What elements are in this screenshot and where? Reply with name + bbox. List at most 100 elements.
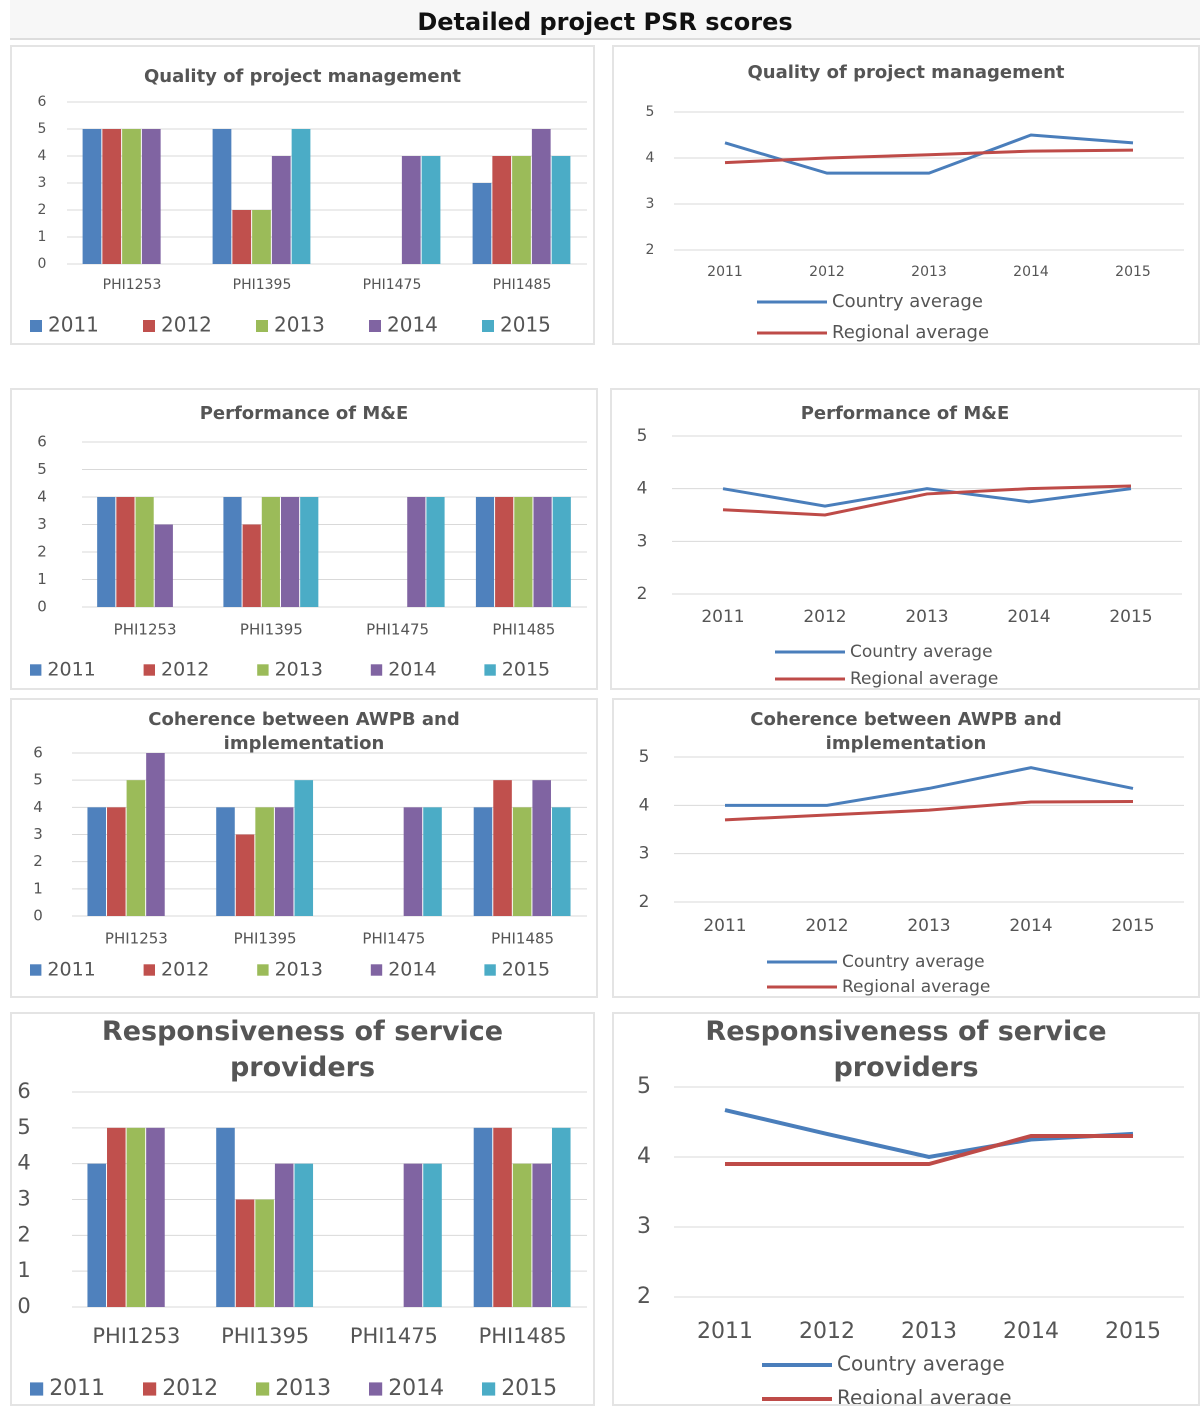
y-tick-label: 3 xyxy=(637,531,648,551)
y-tick-label: 5 xyxy=(17,1115,30,1139)
bar xyxy=(473,1127,493,1307)
legend-label: Country average xyxy=(832,291,983,312)
y-tick-label: 4 xyxy=(37,488,47,506)
bar xyxy=(531,129,551,264)
y-tick-label: 4 xyxy=(637,479,648,499)
x-tick-label: 2012 xyxy=(799,1319,855,1344)
line xyxy=(724,799,1134,822)
legend-label: 2014 xyxy=(387,313,438,337)
legend-swatch xyxy=(484,664,496,676)
y-tick-label: 5 xyxy=(646,104,655,120)
bar xyxy=(493,1127,512,1307)
x-tick-label: 2011 xyxy=(697,1319,753,1344)
y-tick-label: 6 xyxy=(33,744,43,762)
legend-label: Country average xyxy=(837,1352,1005,1376)
legend-label: Regional average xyxy=(842,977,990,996)
chart: 2 3 4 5 2011 2012 2013 2014 2015 Country average R… xyxy=(637,426,1182,688)
bar xyxy=(475,497,495,607)
y-tick-label: 3 xyxy=(646,196,655,212)
line xyxy=(724,133,1134,175)
x-tick-label: PHI1485 xyxy=(491,930,554,948)
bar xyxy=(235,1199,255,1307)
bar xyxy=(532,780,551,916)
x-tick-label: 2014 xyxy=(1007,607,1050,627)
bar xyxy=(426,497,445,607)
bar xyxy=(82,129,102,264)
bar xyxy=(102,129,122,264)
x-tick-label: 2011 xyxy=(701,607,744,627)
y-tick-label: 0 xyxy=(33,907,43,925)
y-tick-label: 4 xyxy=(639,795,650,815)
bar xyxy=(423,1163,442,1307)
x-tick-label: 2015 xyxy=(1105,1319,1161,1344)
y-tick-label: 1 xyxy=(37,570,47,588)
legend-label: 2013 xyxy=(275,659,323,681)
legend-label: 2012 xyxy=(161,313,212,337)
bar xyxy=(223,497,242,607)
bar xyxy=(514,497,533,607)
y-tick-label: 5 xyxy=(639,747,650,767)
x-tick-label: 2013 xyxy=(901,1319,957,1344)
bar xyxy=(532,1163,551,1307)
y-tick-label: 3 xyxy=(33,825,43,843)
bar xyxy=(216,1127,235,1307)
legend-swatch xyxy=(143,664,155,676)
chart-title: Quality of project management xyxy=(747,62,1065,83)
chart-title: Coherence between AWPB and implementatio… xyxy=(750,709,1062,755)
legend-label: Regional average xyxy=(837,1386,1012,1405)
chart: 2 3 4 5 2011 2012 2013 2014 2015 Country average R… xyxy=(637,1074,1184,1405)
x-tick-label: 2013 xyxy=(911,264,947,280)
y-tick-label: 4 xyxy=(38,148,47,164)
bar xyxy=(294,780,314,916)
chart: 0 1 2 3 4 5 6 PHI1253 PHI1395 PHI1475 PHI1485 2011 2… xyxy=(30,744,587,981)
y-tick-label: 3 xyxy=(38,175,47,191)
legend-swatch xyxy=(30,320,42,332)
legend-label: Regional average xyxy=(850,669,998,688)
bar xyxy=(255,807,274,916)
bar xyxy=(122,129,141,264)
y-tick-label: 4 xyxy=(637,1144,651,1169)
bar xyxy=(154,524,173,607)
x-tick-label: PHI1475 xyxy=(350,1324,438,1348)
y-tick-label: 1 xyxy=(38,229,47,245)
legend-label: 2015 xyxy=(502,959,550,981)
chart-panel: 0 1 2 3 4 5 6 PHI1253 PHI1395 PHI1475 PHI1485 2011 2… xyxy=(10,1012,595,1406)
bar xyxy=(533,497,552,607)
bar xyxy=(407,497,426,607)
x-tick-label: PHI1475 xyxy=(362,930,425,948)
legend-swatch xyxy=(482,320,494,332)
y-tick-label: 2 xyxy=(37,543,47,561)
chart: 0 1 2 3 4 5 6 PHI1253 PHI1395 PHI1475 PHI1485 2011 2… xyxy=(30,433,587,681)
bar xyxy=(271,156,291,264)
legend-label: 2013 xyxy=(275,1376,331,1401)
bar xyxy=(146,753,165,916)
x-tick-label: PHI1395 xyxy=(240,621,303,639)
bar xyxy=(495,497,514,607)
y-tick-label: 5 xyxy=(37,460,47,478)
line xyxy=(725,766,1134,807)
legend-swatch xyxy=(143,964,155,976)
y-tick-label: 0 xyxy=(38,256,47,272)
x-tick-label: PHI1485 xyxy=(492,621,555,639)
chart-title: Performance of M&E xyxy=(199,403,409,424)
x-tick-label: 2013 xyxy=(907,916,950,936)
x-tick-label: PHI1253 xyxy=(105,930,168,948)
line xyxy=(725,1134,1133,1166)
bar xyxy=(512,807,532,916)
chart-panel: 2 3 4 5 2011 2012 2013 2014 2015 Country average R… xyxy=(610,388,1200,690)
bar xyxy=(294,1163,314,1307)
bar xyxy=(135,497,154,607)
bar xyxy=(274,807,294,916)
legend-label: 2012 xyxy=(162,1376,218,1401)
legend-label: 2015 xyxy=(502,659,550,681)
y-tick-label: 2 xyxy=(17,1222,30,1246)
y-tick-label: 4 xyxy=(646,150,655,166)
y-tick-label: 1 xyxy=(33,879,43,897)
chart-panel: 0 1 2 3 4 5 6 PHI1253 PHI1395 PHI1475 PHI1485 2011 2… xyxy=(10,388,598,690)
y-tick-label: 2 xyxy=(637,1284,651,1309)
x-tick-label: PHI1253 xyxy=(103,277,162,293)
y-tick-label: 0 xyxy=(17,1294,30,1318)
chart-panel: 0 1 2 3 4 5 6 PHI1253 PHI1395 PHI1475 PHI1485 2011 2… xyxy=(10,45,595,345)
page-title: Detailed project PSR scores xyxy=(10,0,1200,40)
bar xyxy=(242,524,261,607)
